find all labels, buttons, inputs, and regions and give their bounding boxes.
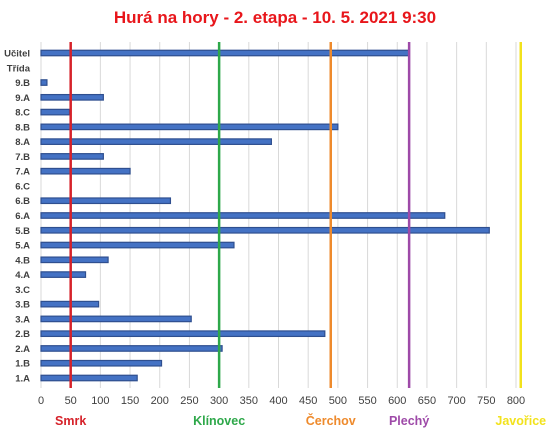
category-labels: Učitel Třída 9.B 9.A 8.C 8.B 8.A 7.B 7.A 6.C 6.B 6.… [4, 49, 31, 385]
x-tick-label: 0 [38, 395, 44, 407]
category-label: 3.B [15, 300, 30, 311]
reference-lines [69, 42, 522, 388]
x-tick-label: 300 [210, 395, 228, 407]
x-tick-label: 250 [180, 395, 198, 407]
bar [40, 315, 192, 323]
x-tick-label: 750 [477, 395, 495, 407]
category-label: 9.A [15, 93, 30, 104]
category-label: 1.A [15, 374, 30, 385]
bar [40, 197, 172, 205]
reference-line-label: Plechý [389, 414, 429, 428]
chart-title: Hurá na hory - 2. etapa - 10. 5. 2021 9:… [113, 8, 437, 27]
category-label: 8.B [15, 122, 30, 133]
category-label: 2.B [15, 329, 30, 340]
bar [40, 345, 223, 352]
category-label: 3.C [15, 285, 30, 296]
bar [40, 212, 446, 219]
bar [40, 123, 339, 131]
bar [40, 108, 71, 116]
x-tick-label: 650 [418, 395, 436, 407]
bar [40, 226, 490, 234]
x-tick-label: 400 [269, 395, 287, 407]
bar [40, 271, 87, 278]
reference-line-label: Javořice [495, 414, 546, 428]
bar [40, 79, 48, 86]
category-label: 7.A [15, 167, 30, 178]
category-label: Třída [7, 63, 31, 74]
x-tick-label: 350 [240, 395, 258, 407]
bar [40, 153, 104, 160]
x-tick-label: 700 [447, 395, 465, 407]
x-tick-label: 200 [151, 395, 169, 407]
x-tick-label: 600 [388, 395, 406, 407]
x-tick-label: 550 [358, 395, 376, 407]
reference-line-label: Klínovec [193, 414, 245, 428]
category-label: 5.B [15, 226, 30, 237]
reference-line-label: Čerchov [306, 413, 356, 428]
bar [40, 359, 163, 367]
category-label: 4.A [15, 270, 30, 281]
x-tick-label: 500 [329, 395, 347, 407]
bar [40, 138, 272, 145]
category-label: 6.A [15, 211, 30, 222]
bar [40, 49, 410, 57]
category-label: 3.A [15, 314, 30, 325]
category-label: 4.B [15, 255, 30, 266]
category-label: 8.A [15, 137, 30, 148]
category-label: 2.A [15, 344, 30, 355]
bar [40, 374, 138, 382]
x-tick-label: 150 [121, 395, 139, 407]
x-tick-label: 800 [507, 395, 525, 407]
bar [40, 167, 131, 175]
x-tick-label: 50 [65, 395, 77, 407]
category-label: 8.C [15, 108, 30, 119]
category-label: 1.B [15, 359, 30, 370]
bar [40, 256, 109, 264]
category-label: 6.B [15, 196, 30, 207]
x-tick-label: 450 [299, 395, 317, 407]
category-label: 9.B [15, 78, 30, 89]
x-tick-labels: 0 50 100 150 200 250 300 350 400 450 500 550 600 650 7… [38, 395, 525, 407]
bar [40, 330, 326, 338]
bars [40, 49, 490, 382]
x-tick-label: 100 [91, 395, 109, 407]
category-label: 7.B [15, 152, 30, 163]
bar [40, 93, 104, 101]
reference-line-labels: Smrk Klínovec Čerchov Plechý Javořice [55, 413, 546, 428]
category-label: 6.C [15, 181, 30, 192]
category-label: Učitel [4, 49, 30, 60]
bar [40, 241, 235, 249]
category-label: 5.A [15, 241, 30, 252]
reference-line-label: Smrk [55, 414, 86, 428]
